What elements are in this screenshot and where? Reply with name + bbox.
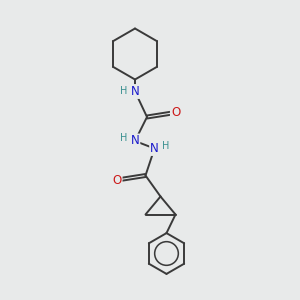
- Text: N: N: [130, 134, 140, 148]
- Text: O: O: [112, 173, 122, 187]
- Text: N: N: [130, 85, 140, 98]
- Text: O: O: [171, 106, 180, 119]
- Text: H: H: [120, 133, 127, 143]
- Text: N: N: [150, 142, 159, 155]
- Text: H: H: [162, 140, 169, 151]
- Text: H: H: [120, 86, 127, 97]
